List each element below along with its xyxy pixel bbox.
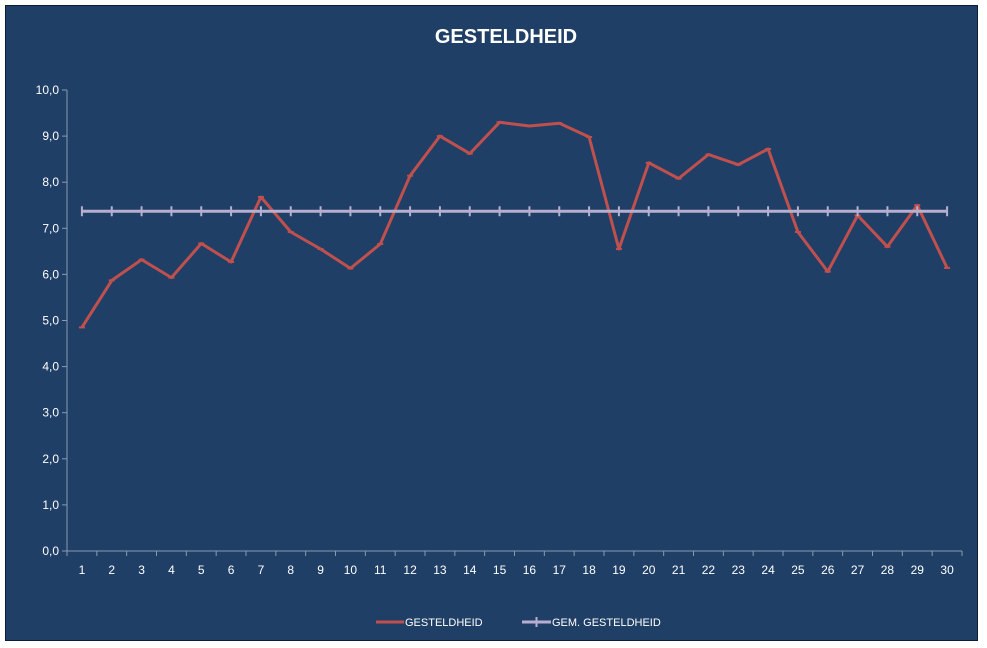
x-tick-label: 9 <box>317 563 324 577</box>
line-chart: GESTELDHEID 0,0 1,0 2,0 3,0 4,0 5,0 6,0 7,0 8,0 9… <box>36 26 963 629</box>
y-tick-label: 3,0 <box>42 406 59 420</box>
axes: 0,01,02,03,04,05,06,07,08,09,010,01 2 3 4 5 6… <box>36 83 963 577</box>
y-tick-label: 0,0 <box>42 544 59 558</box>
x-tick-label: 15 <box>493 563 507 577</box>
x-tick-label: 30 <box>940 563 954 577</box>
y-tick-label: 10,0 <box>36 83 60 97</box>
y-tick-label: 7,0 <box>42 221 59 235</box>
x-tick-label: 24 <box>761 563 775 577</box>
chart-area: GESTELDHEID 0,0 1,0 2,0 3,0 4,0 5,0 6,0 7,0 8,0 9… <box>5 5 978 641</box>
x-tick-label: 4 <box>168 563 175 577</box>
series-layer <box>78 120 951 329</box>
x-tick-label: 18 <box>582 563 596 577</box>
x-tick-label: 17 <box>553 563 567 577</box>
x-tick-label: 19 <box>612 563 626 577</box>
x-tick-label: 13 <box>433 563 447 577</box>
x-tick-label: 16 <box>523 563 537 577</box>
y-tick-label: 2,0 <box>42 452 59 466</box>
x-tick-label: 10 <box>344 563 358 577</box>
legend-label: GESTELDHEID <box>405 617 483 629</box>
y-tick-label: 1,0 <box>42 498 59 512</box>
x-tick-label: 25 <box>791 563 805 577</box>
x-tick-label: 26 <box>821 563 835 577</box>
legend: GESTELDHEID GEM. GESTELDHEID <box>376 617 661 629</box>
x-tick-label: 7 <box>258 563 265 577</box>
x-tick-label: 6 <box>228 563 235 577</box>
x-tick-label: 27 <box>851 563 865 577</box>
x-tick-label: 23 <box>732 563 746 577</box>
x-tick-label: 20 <box>642 563 656 577</box>
y-tick-label: 9,0 <box>42 129 59 143</box>
x-tick-label: 3 <box>138 563 145 577</box>
x-tick-label: 1 <box>79 563 86 577</box>
chart-title: GESTELDHEID <box>435 26 577 48</box>
y-tick-label: 6,0 <box>42 267 59 281</box>
y-tick-label: 5,0 <box>42 314 59 328</box>
x-tick-label: 14 <box>463 563 477 577</box>
x-tick-label: 12 <box>403 563 417 577</box>
x-tick-label: 11 <box>374 563 387 577</box>
x-tick-label: 22 <box>702 563 716 577</box>
x-tick-label: 8 <box>287 563 294 577</box>
series-line-1 <box>80 120 949 329</box>
x-tick-label: 2 <box>108 563 115 577</box>
y-tick-label: 4,0 <box>42 360 59 374</box>
x-tick-label: 28 <box>881 563 895 577</box>
x-tick-label: 21 <box>672 563 686 577</box>
y-tick-label: 8,0 <box>42 175 59 189</box>
legend-label: GEM. GESTELDHEID <box>552 617 661 629</box>
x-tick-label: 29 <box>911 563 925 577</box>
x-tick-label: 5 <box>198 563 205 577</box>
